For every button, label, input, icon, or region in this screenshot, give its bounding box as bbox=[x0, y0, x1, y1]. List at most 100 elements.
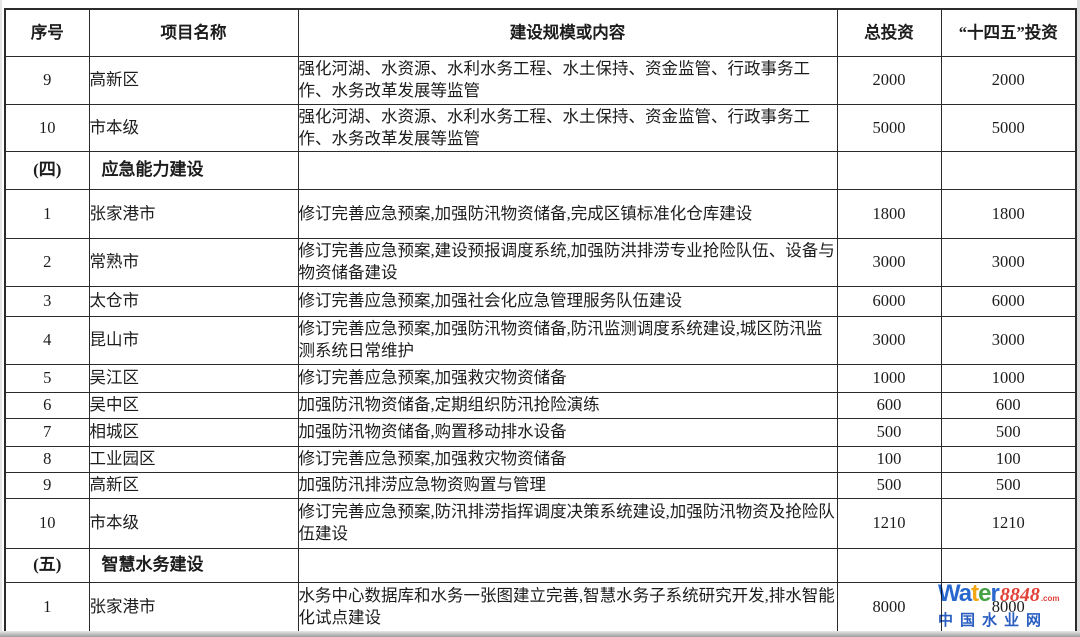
cell-content: 强化河湖、水资源、水利水务工程、水土保持、资金监管、行政事务工作、水务改革发展等… bbox=[297, 55, 838, 105]
cell-content: 水务中心数据库和水务一张图建立完善,智慧水务子系统研究开发,排水智能化试点建设 bbox=[297, 581, 838, 633]
cell-serial: 10 bbox=[4, 103, 90, 152]
cell-plan-investment: 3000 bbox=[940, 315, 1077, 365]
cell-project-name: 张家港市 bbox=[88, 581, 299, 633]
cell-project-name: 昆山市 bbox=[88, 315, 299, 365]
table-row: 9 高新区 强化河湖、水资源、水利水务工程、水土保持、资金监管、行政事务工作、水务改… bbox=[4, 55, 1077, 105]
cell-plan-investment: 6000 bbox=[940, 285, 1077, 317]
cell-total-investment: 1800 bbox=[836, 188, 942, 239]
table-row: 4 昆山市 修订完善应急预案,加强防汛物资储备,防汛监测调度系统建设,城区防汛监测系… bbox=[4, 315, 1077, 365]
cell-plan-investment: 500 bbox=[940, 471, 1077, 499]
table-row: 1 张家港市 水务中心数据库和水务一张图建立完善,智慧水务子系统研究开发,排水智能化… bbox=[4, 581, 1077, 633]
table-row: 10 市本级 修订完善应急预案,防汛排涝指挥调度决策系统建设,加强防汛物资及抢险队伍… bbox=[4, 497, 1077, 549]
cell-plan-investment: 600 bbox=[940, 391, 1077, 419]
cell-serial: (四) bbox=[4, 150, 90, 190]
cell-plan-investment: 1800 bbox=[940, 188, 1077, 239]
section-row: (四) 应急能力建设 bbox=[4, 150, 1077, 190]
cell-serial: 8 bbox=[4, 445, 90, 473]
cell-project-name: 工业园区 bbox=[88, 445, 299, 473]
cell-serial: 1 bbox=[4, 581, 90, 633]
cell-project-name: 吴中区 bbox=[88, 391, 299, 419]
table-row: 9 高新区 加强防汛排涝应急物资购置与管理 500 500 bbox=[4, 471, 1077, 499]
cell-project-name: 智慧水务建设 bbox=[88, 547, 299, 583]
table-row: 7 相城区 加强防汛物资储备,购置移动排水设备 500 500 bbox=[4, 417, 1077, 447]
cell-content: 修订完善应急预案,加强救灾物资储备 bbox=[297, 445, 838, 473]
cell-plan-investment: 3000 bbox=[940, 237, 1077, 287]
cell-total-investment: 100 bbox=[836, 445, 942, 473]
cell-total-investment bbox=[836, 547, 942, 583]
header-total: 总投资 bbox=[836, 8, 942, 57]
cell-content: 修订完善应急预案,加强救灾物资储备 bbox=[297, 363, 838, 393]
cell-total-investment: 1210 bbox=[836, 497, 942, 549]
cell-project-name: 吴江区 bbox=[88, 363, 299, 393]
page-edge-bottom bbox=[0, 631, 1080, 637]
cell-serial: 4 bbox=[4, 315, 90, 365]
page-edge-left bbox=[0, 0, 2, 637]
cell-plan-investment: 1210 bbox=[940, 497, 1077, 549]
cell-plan-investment: 5000 bbox=[940, 103, 1077, 152]
cell-project-name: 太仓市 bbox=[88, 285, 299, 317]
cell-total-investment: 8000 bbox=[836, 581, 942, 633]
cell-project-name: 常熟市 bbox=[88, 237, 299, 287]
cell-content bbox=[297, 547, 838, 583]
cell-content: 加强防汛排涝应急物资购置与管理 bbox=[297, 471, 838, 499]
cell-content: 修订完善应急预案,防汛排涝指挥调度决策系统建设,加强防汛物资及抢险队伍建设 bbox=[297, 497, 838, 549]
cell-serial: (五) bbox=[4, 547, 90, 583]
cell-plan-investment bbox=[940, 547, 1077, 583]
cell-project-name: 市本级 bbox=[88, 497, 299, 549]
cell-plan-investment: 1000 bbox=[940, 363, 1077, 393]
cell-total-investment: 2000 bbox=[836, 55, 942, 105]
cell-content: 修订完善应急预案,加强社会化应急管理服务队伍建设 bbox=[297, 285, 838, 317]
cell-serial: 7 bbox=[4, 417, 90, 447]
table-row: 3 太仓市 修订完善应急预案,加强社会化应急管理服务队伍建设 6000 6000 bbox=[4, 285, 1077, 317]
cell-serial: 6 bbox=[4, 391, 90, 419]
table-header-row: 序号 项目名称 建设规模或内容 总投资 “十四五”投资 bbox=[4, 8, 1077, 57]
header-content: 建设规模或内容 bbox=[297, 8, 838, 57]
cell-content: 修订完善应急预案,建设预报调度系统,加强防洪排涝专业抢险队伍、设备与物资储备建设 bbox=[297, 237, 838, 287]
cell-serial: 10 bbox=[4, 497, 90, 549]
table-row: 1 张家港市 修订完善应急预案,加强防汛物资储备,完成区镇标准化仓库建设 1800 18… bbox=[4, 188, 1077, 239]
cell-total-investment: 5000 bbox=[836, 103, 942, 152]
cell-project-name: 应急能力建设 bbox=[88, 150, 299, 190]
cell-serial: 9 bbox=[4, 55, 90, 105]
cell-total-investment: 1000 bbox=[836, 363, 942, 393]
cell-project-name: 市本级 bbox=[88, 103, 299, 152]
cell-total-investment: 3000 bbox=[836, 237, 942, 287]
table-row: 10 市本级 强化河湖、水资源、水利水务工程、水土保持、资金监管、行政事务工作、水务… bbox=[4, 103, 1077, 152]
header-plan: “十四五”投资 bbox=[940, 8, 1077, 57]
investment-table: 序号 项目名称 建设规模或内容 总投资 “十四五”投资 9 高新区 强化河湖、水资源… bbox=[4, 8, 1077, 633]
cell-serial: 3 bbox=[4, 285, 90, 317]
header-project: 项目名称 bbox=[88, 8, 299, 57]
table-row: 8 工业园区 修订完善应急预案,加强救灾物资储备 100 100 bbox=[4, 445, 1077, 473]
cell-total-investment: 500 bbox=[836, 417, 942, 447]
cell-plan-investment: 8000 bbox=[940, 581, 1077, 633]
table-row: 6 吴中区 加强防汛物资储备,定期组织防汛抢险演练 600 600 bbox=[4, 391, 1077, 419]
cell-content: 修订完善应急预案,加强防汛物资储备,防汛监测调度系统建设,城区防汛监测系统日常维… bbox=[297, 315, 838, 365]
page-edge-right bbox=[1077, 0, 1080, 637]
cell-content: 修订完善应急预案,加强防汛物资储备,完成区镇标准化仓库建设 bbox=[297, 188, 838, 239]
header-serial: 序号 bbox=[4, 8, 90, 57]
table-row: 2 常熟市 修订完善应急预案,建设预报调度系统,加强防洪排涝专业抢险队伍、设备与物资… bbox=[4, 237, 1077, 287]
cell-content: 强化河湖、水资源、水利水务工程、水土保持、资金监管、行政事务工作、水务改革发展等… bbox=[297, 103, 838, 152]
section-row: (五) 智慧水务建设 bbox=[4, 547, 1077, 583]
cell-project-name: 张家港市 bbox=[88, 188, 299, 239]
cell-total-investment: 6000 bbox=[836, 285, 942, 317]
cell-content: 加强防汛物资储备,购置移动排水设备 bbox=[297, 417, 838, 447]
cell-plan-investment bbox=[940, 150, 1077, 190]
cell-plan-investment: 100 bbox=[940, 445, 1077, 473]
cell-total-investment: 3000 bbox=[836, 315, 942, 365]
cell-content: 加强防汛物资储备,定期组织防汛抢险演练 bbox=[297, 391, 838, 419]
cell-total-investment: 600 bbox=[836, 391, 942, 419]
cell-plan-investment: 500 bbox=[940, 417, 1077, 447]
cell-total-investment: 500 bbox=[836, 471, 942, 499]
cell-serial: 1 bbox=[4, 188, 90, 239]
cell-serial: 5 bbox=[4, 363, 90, 393]
table-row: 5 吴江区 修订完善应急预案,加强救灾物资储备 1000 1000 bbox=[4, 363, 1077, 393]
cell-project-name: 高新区 bbox=[88, 55, 299, 105]
cell-total-investment bbox=[836, 150, 942, 190]
cell-plan-investment: 2000 bbox=[940, 55, 1077, 105]
cell-serial: 9 bbox=[4, 471, 90, 499]
cell-content bbox=[297, 150, 838, 190]
cell-serial: 2 bbox=[4, 237, 90, 287]
cell-project-name: 高新区 bbox=[88, 471, 299, 499]
cell-project-name: 相城区 bbox=[88, 417, 299, 447]
